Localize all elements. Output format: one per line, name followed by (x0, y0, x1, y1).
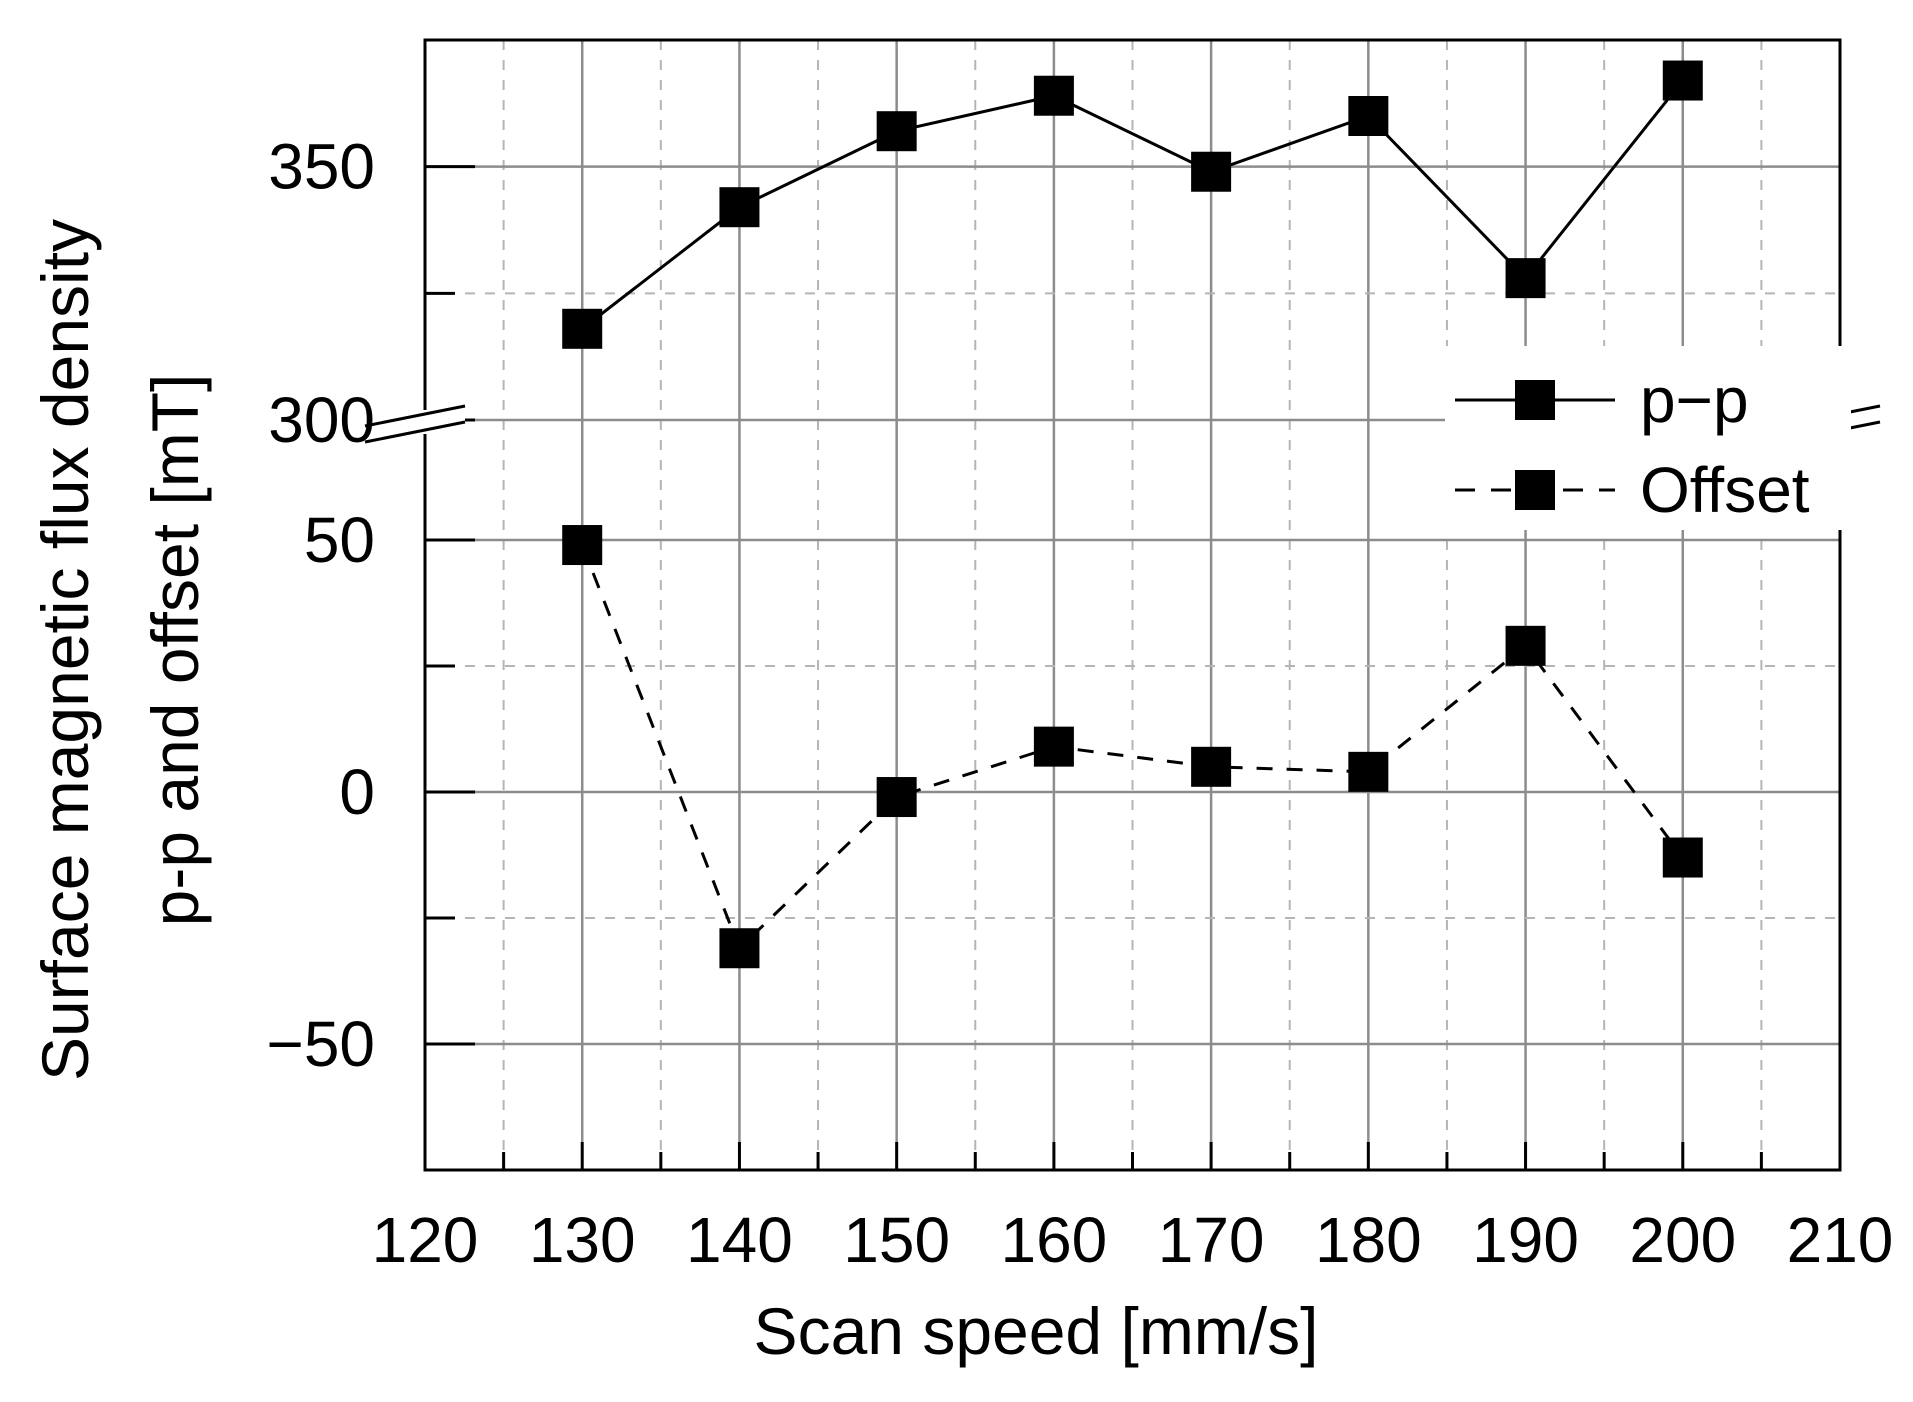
data-point-pp (562, 308, 603, 349)
y-tick-label: 300 (268, 384, 375, 456)
data-point-offset (1348, 751, 1389, 792)
legend: p−p Offset (1445, 346, 1851, 530)
axis-break-slash-left (364, 404, 466, 428)
series-line-pp (581, 79, 1684, 330)
x-tick-label: 200 (1629, 1204, 1736, 1276)
x-tick-label: 180 (1315, 1204, 1422, 1276)
data-point-pp (719, 187, 760, 228)
grid (425, 40, 1840, 1170)
y-axis-title-line2: p-p and offset [mT] (138, 374, 212, 927)
data-point-pp (876, 111, 917, 152)
x-tick-label: 140 (686, 1204, 793, 1276)
legend-marker-pp (1515, 380, 1555, 420)
legend-background (1445, 346, 1851, 530)
data-point-offset (562, 525, 603, 566)
y-tick-label: 50 (304, 504, 375, 576)
data-point-offset (1662, 837, 1703, 878)
data-point-offset (1505, 625, 1546, 666)
x-tick-label: 160 (1000, 1204, 1107, 1276)
data-point-pp (1033, 75, 1074, 116)
data-point-pp (1662, 60, 1703, 101)
y-axis-title-line1: Surface magnetic flux density (28, 219, 102, 1081)
tick-labels: 120 130 140 150 160 170 180 190 200 210 −50 0 50 300 3… (266, 131, 1893, 1276)
series-line-offset (580, 544, 1684, 951)
legend-label-offset: Offset (1640, 454, 1810, 526)
x-tick-label: 120 (372, 1204, 479, 1276)
x-tick-label: 150 (843, 1204, 950, 1276)
plot-frame (423, 38, 1842, 1172)
data-point-offset (1033, 726, 1074, 767)
y-tick-label: −50 (266, 1008, 375, 1080)
plot-border (423, 38, 1842, 1172)
data-point-pp (1191, 151, 1232, 192)
x-tick-label: 170 (1158, 1204, 1265, 1276)
data-point-offset (1191, 746, 1232, 787)
x-tick-label: 130 (529, 1204, 636, 1276)
data-point-offset (876, 777, 917, 818)
data-point-pp (1505, 258, 1546, 299)
series-layer (562, 60, 1703, 969)
axis-break-slash-left (364, 420, 466, 444)
y-tick-label: 0 (339, 756, 375, 828)
legend-marker-offset (1515, 470, 1555, 510)
data-point-offset (719, 928, 760, 969)
y-tick-label: 350 (268, 131, 375, 203)
x-tick-label: 190 (1472, 1204, 1579, 1276)
legend-label-pp: p−p (1640, 364, 1749, 436)
data-point-pp (1348, 96, 1389, 136)
x-tick-label: 210 (1787, 1204, 1894, 1276)
x-axis-title: Scan speed [mm/s] (754, 1294, 1319, 1368)
